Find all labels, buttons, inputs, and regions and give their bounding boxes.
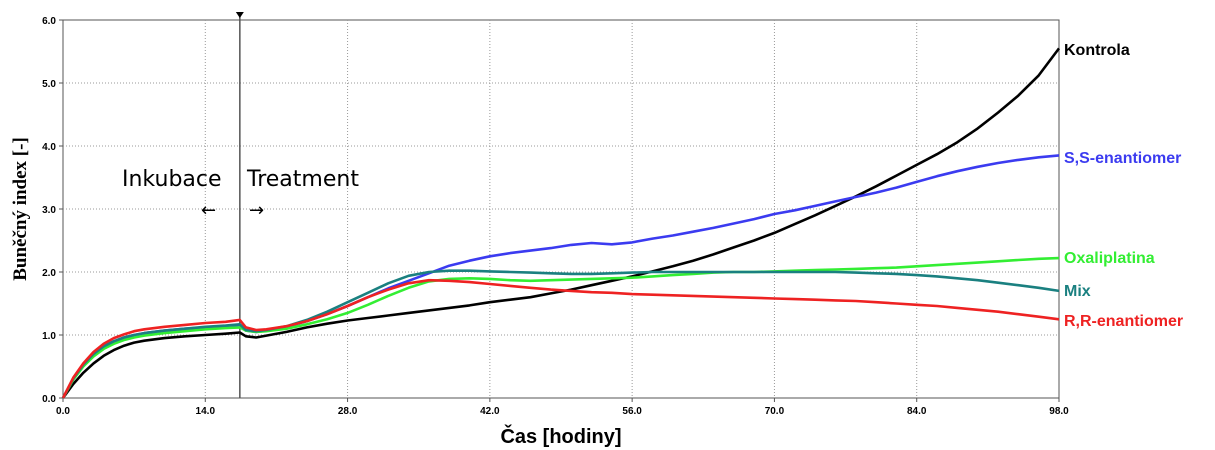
x-tick-label: 42.0 [480,406,500,417]
y-axis-ticks: 0.0 1.0 2.0 3.0 4.0 5.0 6.0 [42,16,63,405]
legend-label-kontrola: Kontrola [1064,42,1130,59]
y-tick-label: 6.0 [42,16,56,27]
series-line-kontrola [61,47,1061,399]
x-axis-ticks: 0.0 14.0 28.0 42.0 56.0 70.0 84.0 98.0 [56,398,1069,417]
y-tick-label: 3.0 [42,205,56,216]
series-line-mix [61,269,1060,399]
series-line-r-r-enantiomer [61,278,1060,399]
x-axis-label: Čas [hodiny] [500,424,621,448]
series-line-oxaliplatina [61,256,1060,399]
x-tick-label: 98.0 [1049,406,1069,417]
x-tick-label: 84.0 [907,406,927,417]
right-arrow-icon: → [249,200,264,221]
y-tick-label: 4.0 [42,142,56,153]
annotation-inkubace: Inkubace [122,167,222,192]
annotation-treatment: Treatment [246,167,359,192]
left-arrow-icon: ← [201,200,216,221]
x-tick-label: 0.0 [56,406,70,417]
x-tick-label: 56.0 [622,406,642,417]
y-tick-label: 5.0 [42,79,56,90]
x-tick-label: 14.0 [196,406,216,417]
legend-label-r-r-enantiomer: R,R-enantiomer [1064,313,1183,330]
y-tick-label: 1.0 [42,331,56,342]
legend-label-s-s-enantiomer: S,S-enantiomer [1064,150,1181,167]
y-tick-label: 0.0 [42,394,56,405]
legend-label-oxaliplatina: Oxaliplatina [1064,250,1155,267]
y-tick-label: 2.0 [42,268,56,279]
legend: Kontrola S,S-enantiomer Oxaliplatina Mix R,R… [1064,42,1183,330]
legend-label-mix: Mix [1064,283,1091,300]
treatment-marker-icon [235,12,244,18]
x-tick-label: 70.0 [765,406,785,417]
series-lines [61,47,1061,399]
x-tick-label: 28.0 [338,406,358,417]
y-axis-label: Buněčný index [-] [10,137,31,281]
